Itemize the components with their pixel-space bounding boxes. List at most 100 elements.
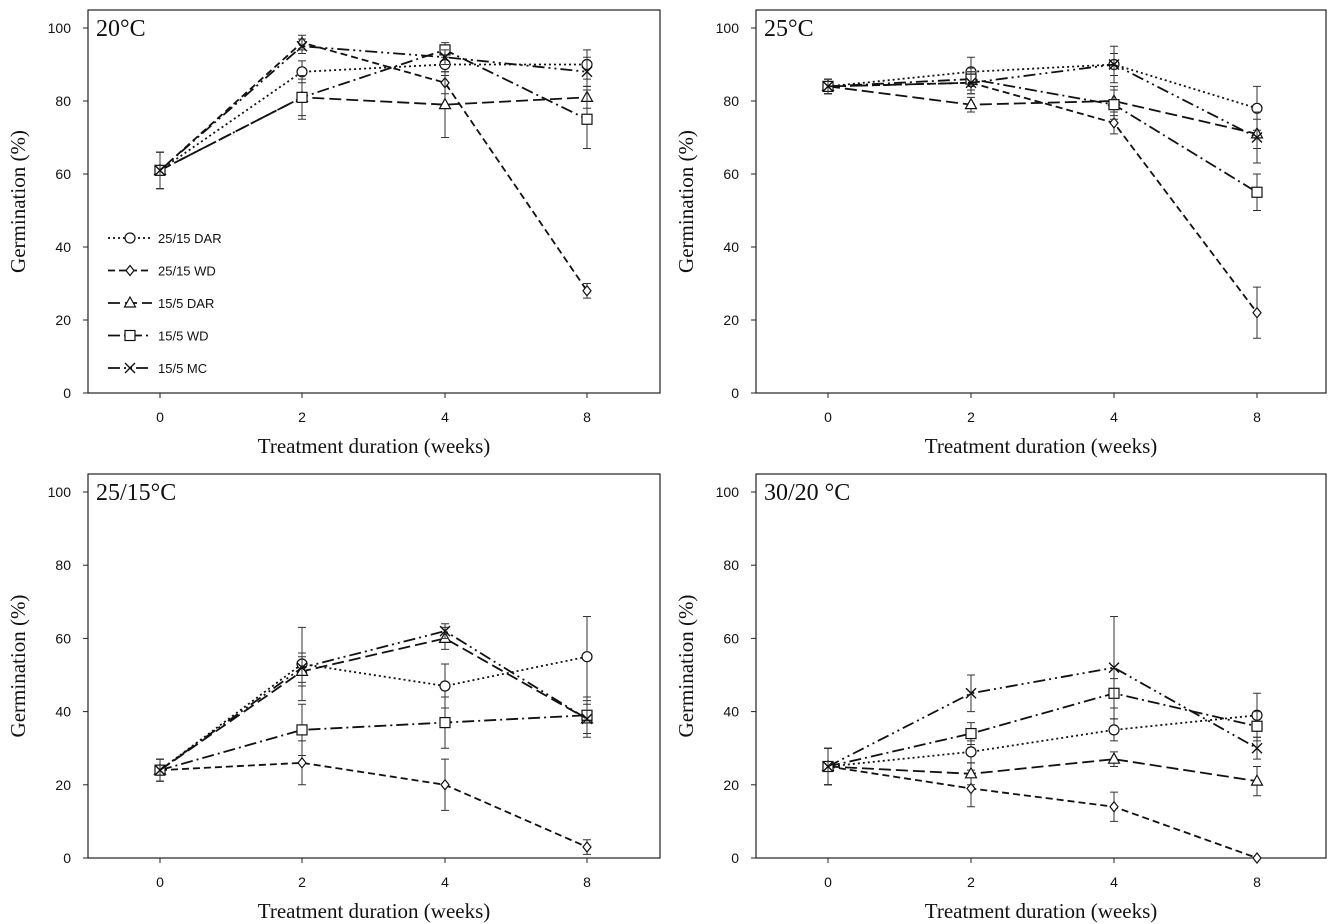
series-line xyxy=(827,63,1258,139)
panel-title: 30/20 °C xyxy=(764,480,850,506)
legend: 25/15 DAR 25/15 WD 15/5 DAR 15/5 WD 15/5 MC xyxy=(108,231,222,376)
series-line xyxy=(159,655,588,771)
series-diamond xyxy=(155,34,592,299)
series-square xyxy=(154,696,593,782)
y-tick-label: 40 xyxy=(55,704,71,720)
y-tick-label: 20 xyxy=(723,777,739,793)
series-line xyxy=(827,63,1258,110)
data-point xyxy=(1252,852,1262,864)
x-tick-label: 0 xyxy=(824,409,832,425)
series-line xyxy=(159,41,588,292)
data-point xyxy=(1251,132,1263,143)
legend-label: 15/5 MC xyxy=(158,361,207,376)
chart-panel-2: 25°C 0 20 40 60 80 100 0 2 4 8 Treatment duration (… xyxy=(674,9,1327,458)
x-tick-label: 4 xyxy=(1110,874,1118,890)
y-tick-label: 40 xyxy=(723,704,739,720)
y-tick-label: 20 xyxy=(55,777,71,793)
x-tick-label: 4 xyxy=(441,874,449,890)
series-circle xyxy=(822,692,1263,786)
data-point xyxy=(296,662,308,674)
y-axis-label: Germination (%) xyxy=(6,595,30,738)
data-point xyxy=(965,687,977,699)
data-point xyxy=(439,680,451,692)
x-tick-label: 4 xyxy=(1110,409,1118,425)
data-point xyxy=(439,716,451,729)
chart-panel-3: 25/15°C 0 20 40 60 80 100 0 2 4 8 Treatment duratio… xyxy=(6,473,661,923)
data-point xyxy=(1108,99,1120,111)
y-tick-label: 60 xyxy=(723,166,739,182)
y-tick-label: 0 xyxy=(731,850,739,866)
y-tick-label: 80 xyxy=(55,93,71,109)
series-x xyxy=(154,623,593,782)
series-line xyxy=(159,45,588,172)
panel-title: 25/15°C xyxy=(96,480,176,506)
x-axis-label: Treatment duration (weeks) xyxy=(925,899,1158,923)
x-tick-label: 0 xyxy=(156,874,164,890)
data-point xyxy=(296,724,308,736)
x-tick-label: 2 xyxy=(298,409,306,425)
x-axis-label: Treatment duration (weeks) xyxy=(258,899,491,923)
legend-marker xyxy=(124,232,136,244)
series-line xyxy=(827,78,1258,194)
series-triangle xyxy=(153,626,594,782)
y-tick-label: 20 xyxy=(55,312,71,328)
y-tick-label: 100 xyxy=(716,20,740,36)
series-circle xyxy=(154,615,593,782)
legend-label: 15/5 WD xyxy=(158,329,209,344)
series-line xyxy=(827,714,1258,768)
data-point xyxy=(439,51,451,63)
data-point xyxy=(1252,306,1262,319)
plot-frame xyxy=(755,9,1327,394)
y-tick-label: 40 xyxy=(55,239,71,255)
series-line xyxy=(159,714,588,772)
y-tick-label: 80 xyxy=(723,557,739,573)
data-point xyxy=(1251,742,1263,754)
data-point xyxy=(965,727,977,740)
y-tick-label: 20 xyxy=(723,312,739,328)
data-point xyxy=(1109,116,1119,129)
data-point xyxy=(1251,720,1263,732)
data-point xyxy=(1108,724,1120,736)
x-tick-label: 2 xyxy=(967,409,975,425)
data-point xyxy=(1109,800,1119,813)
y-tick-label: 0 xyxy=(63,850,71,866)
data-point xyxy=(581,113,593,125)
chart-panel-4: 30/20 °C 0 20 40 60 80 100 0 2 4 8 Treatment durati… xyxy=(674,473,1327,923)
series-square xyxy=(822,67,1263,211)
data-point xyxy=(964,97,978,110)
y-tick-label: 100 xyxy=(716,484,740,500)
data-point xyxy=(966,782,976,795)
data-point xyxy=(1251,186,1263,198)
data-point xyxy=(1107,751,1121,764)
y-tick-label: 80 xyxy=(723,93,739,109)
data-point xyxy=(581,651,593,663)
data-point xyxy=(965,77,977,89)
x-tick-label: 8 xyxy=(1253,409,1261,425)
series-circle xyxy=(822,45,1263,131)
data-point xyxy=(581,713,593,725)
y-axis-label: Germination (%) xyxy=(674,595,698,738)
y-tick-label: 0 xyxy=(731,385,739,401)
x-tick-label: 8 xyxy=(583,409,591,425)
series-line xyxy=(827,765,1258,859)
y-tick-label: 60 xyxy=(55,630,71,646)
series-x xyxy=(154,38,593,190)
panel-title: 25°C xyxy=(764,16,814,42)
x-axis-label: Treatment duration (weeks) xyxy=(925,434,1158,458)
data-point xyxy=(154,164,166,176)
data-point xyxy=(296,40,308,52)
legend-marker xyxy=(125,264,135,277)
series-line xyxy=(159,637,588,771)
y-axis-label: Germination (%) xyxy=(6,130,30,273)
x-tick-label: 0 xyxy=(156,409,164,425)
data-point xyxy=(296,91,308,103)
series-line xyxy=(159,761,588,848)
data-point xyxy=(582,841,592,853)
legend-marker xyxy=(124,329,136,342)
series-diamond xyxy=(155,740,592,855)
y-tick-label: 80 xyxy=(55,557,71,573)
data-point xyxy=(439,625,451,637)
series-circle xyxy=(154,49,593,190)
x-tick-label: 2 xyxy=(967,874,975,890)
series-x xyxy=(822,53,1263,164)
